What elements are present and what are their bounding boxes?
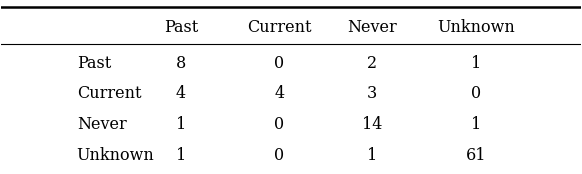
Text: Past: Past <box>77 54 111 72</box>
Text: 4: 4 <box>274 85 285 102</box>
Text: 61: 61 <box>466 147 487 164</box>
Text: Past: Past <box>164 19 198 35</box>
Text: 4: 4 <box>176 85 186 102</box>
Text: Unknown: Unknown <box>77 147 154 164</box>
Text: 0: 0 <box>274 116 285 133</box>
Text: 1: 1 <box>176 116 186 133</box>
Text: Current: Current <box>77 85 141 102</box>
Text: Current: Current <box>247 19 312 35</box>
Text: 1: 1 <box>367 147 377 164</box>
Text: Unknown: Unknown <box>438 19 515 35</box>
Text: 0: 0 <box>471 85 481 102</box>
Text: 2: 2 <box>367 54 377 72</box>
Text: Never: Never <box>77 116 126 133</box>
Text: 14: 14 <box>362 116 382 133</box>
Text: 8: 8 <box>176 54 186 72</box>
Text: 3: 3 <box>367 85 377 102</box>
Text: 1: 1 <box>471 54 481 72</box>
Text: 1: 1 <box>176 147 186 164</box>
Text: 1: 1 <box>471 116 481 133</box>
Text: 0: 0 <box>274 147 285 164</box>
Text: 0: 0 <box>274 54 285 72</box>
Text: Never: Never <box>347 19 397 35</box>
